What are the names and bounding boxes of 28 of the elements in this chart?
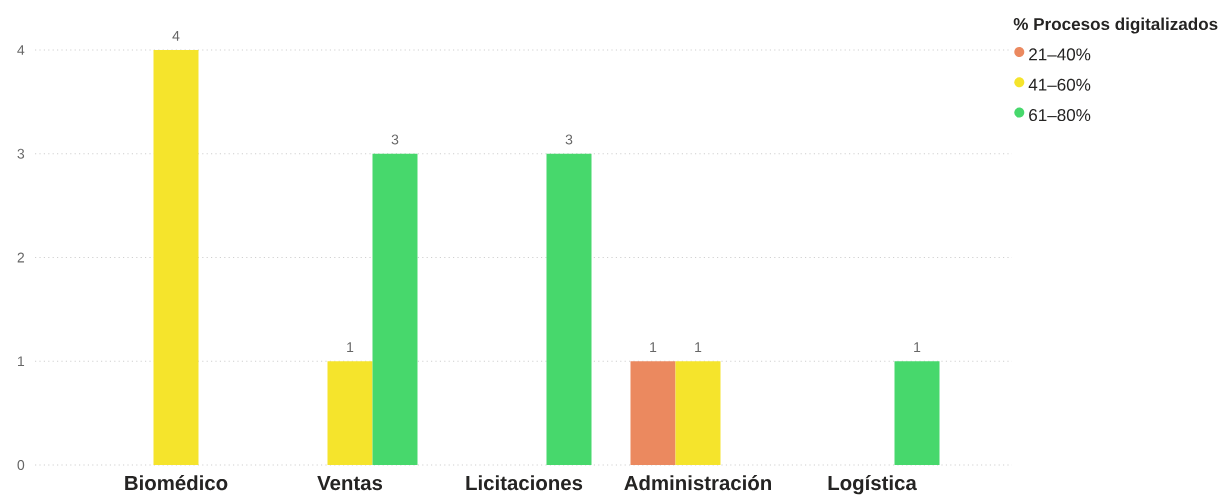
- data-label: 1: [650, 342, 657, 352]
- data-label: 1: [347, 342, 354, 352]
- legend-label: 41–60%: [1028, 78, 1091, 91]
- bar: [894, 361, 940, 465]
- bar: [675, 361, 721, 465]
- y-tick-label: 4: [17, 45, 25, 55]
- x-tick-label: Biomédico: [125, 475, 228, 491]
- bar: [546, 153, 592, 465]
- data-label: 3: [391, 134, 399, 145]
- bar: [153, 50, 199, 465]
- y-tick-label: 3: [17, 148, 25, 159]
- legend-label: 21–40%: [1029, 48, 1091, 61]
- y-tick-label: 1: [18, 356, 25, 367]
- bar: [630, 361, 676, 465]
- x-tick-label: Ventas: [317, 475, 383, 491]
- x-tick-label: Administración: [624, 475, 771, 491]
- data-label: 1: [914, 342, 921, 352]
- y-tick-label: 2: [17, 252, 25, 263]
- x-tick-label: Logística: [828, 475, 917, 495]
- data-label: 1: [695, 342, 702, 352]
- legend-title: % Procesos digitalizados: [1013, 17, 1218, 34]
- data-label: 4: [172, 31, 180, 41]
- bar: [372, 153, 418, 465]
- bar: [327, 361, 373, 465]
- x-tick-label: Licitaciones: [466, 475, 583, 491]
- y-tick-label: 0: [17, 460, 25, 470]
- data-label: 3: [565, 134, 573, 145]
- legend-label: 61–80%: [1029, 109, 1091, 122]
